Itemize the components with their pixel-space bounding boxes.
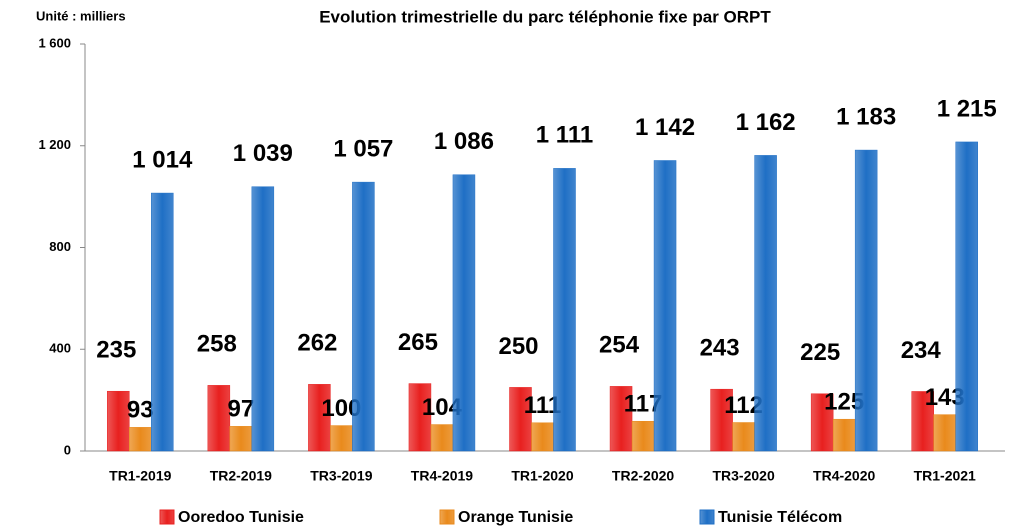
bar bbox=[631, 420, 655, 452]
x-tick-label: TR1-2021 bbox=[914, 468, 976, 484]
x-tick-label: TR2-2019 bbox=[210, 468, 272, 484]
bar bbox=[151, 192, 174, 452]
bar bbox=[430, 424, 454, 452]
y-tick-label: 1 200 bbox=[38, 137, 71, 152]
x-tick-label: TR3-2019 bbox=[310, 468, 372, 484]
value-label: 265 bbox=[398, 329, 438, 356]
x-tick-label: TR2-2020 bbox=[612, 468, 674, 484]
bar bbox=[553, 168, 576, 452]
y-tick-label: 400 bbox=[49, 341, 71, 356]
value-label: 254 bbox=[599, 332, 640, 359]
value-label: 1 142 bbox=[635, 114, 695, 141]
value-label: 97 bbox=[227, 396, 254, 423]
legend-swatch bbox=[699, 509, 715, 525]
bar bbox=[531, 422, 554, 452]
bar bbox=[308, 384, 331, 452]
value-label: 262 bbox=[297, 330, 337, 357]
value-label: 1 086 bbox=[434, 128, 494, 155]
x-tick-label: TR4-2020 bbox=[813, 468, 875, 484]
value-label: 93 bbox=[127, 397, 154, 424]
bar bbox=[251, 186, 275, 452]
value-label: 258 bbox=[197, 331, 237, 358]
value-label: 250 bbox=[498, 333, 538, 360]
value-label: 1 183 bbox=[836, 103, 896, 130]
value-label: 243 bbox=[700, 335, 740, 362]
bar bbox=[710, 388, 733, 452]
bar bbox=[832, 418, 856, 452]
bar bbox=[330, 425, 353, 452]
y-tick-label: 1 600 bbox=[38, 35, 71, 50]
x-tick-label: TR4-2019 bbox=[411, 468, 473, 484]
legend-swatch bbox=[159, 509, 175, 525]
bar bbox=[452, 174, 476, 452]
bar bbox=[754, 155, 777, 452]
value-label: 1 162 bbox=[736, 109, 796, 136]
bar bbox=[933, 414, 956, 452]
chart-title: Evolution trimestrielle du parc téléphon… bbox=[319, 7, 771, 26]
legend-label: Tunisie Télécom bbox=[718, 509, 842, 526]
legend-label: Ooredoo Tunisie bbox=[178, 509, 304, 526]
bar bbox=[732, 422, 755, 452]
bar bbox=[609, 386, 633, 452]
bar bbox=[854, 149, 878, 452]
legend-swatch bbox=[439, 509, 455, 525]
value-label: 1 039 bbox=[233, 140, 293, 167]
y-tick-label: 800 bbox=[49, 239, 71, 254]
value-label: 225 bbox=[800, 339, 840, 366]
x-tick-label: TR1-2019 bbox=[109, 468, 171, 484]
unit-label: Unité : milliers bbox=[36, 8, 126, 23]
legend-label: Orange Tunisie bbox=[458, 509, 573, 526]
bar bbox=[207, 385, 231, 452]
bar bbox=[509, 387, 532, 452]
bar bbox=[408, 383, 432, 452]
value-label: 235 bbox=[96, 337, 136, 364]
bar bbox=[107, 390, 130, 452]
y-tick-label: 0 bbox=[64, 442, 71, 457]
bar bbox=[229, 426, 253, 452]
x-tick-label: TR3-2020 bbox=[712, 468, 774, 484]
value-label: 1 057 bbox=[333, 135, 393, 162]
value-label: 1 014 bbox=[132, 146, 193, 173]
x-tick-label: TR1-2020 bbox=[511, 468, 573, 484]
bar bbox=[653, 160, 677, 452]
value-label: 1 215 bbox=[937, 95, 997, 122]
value-label: 1 111 bbox=[536, 122, 593, 149]
value-label: 234 bbox=[901, 337, 942, 364]
bar bbox=[352, 181, 375, 452]
bar bbox=[129, 427, 152, 452]
bar bbox=[955, 141, 978, 452]
